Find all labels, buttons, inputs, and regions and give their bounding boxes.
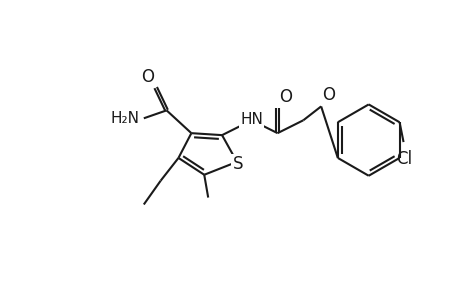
Text: H₂N: H₂N <box>111 111 140 126</box>
Text: HN: HN <box>240 112 263 127</box>
Text: Cl: Cl <box>396 150 412 168</box>
Text: S: S <box>232 155 243 173</box>
Text: O: O <box>321 86 335 104</box>
Text: O: O <box>140 68 153 85</box>
Text: O: O <box>279 88 292 106</box>
